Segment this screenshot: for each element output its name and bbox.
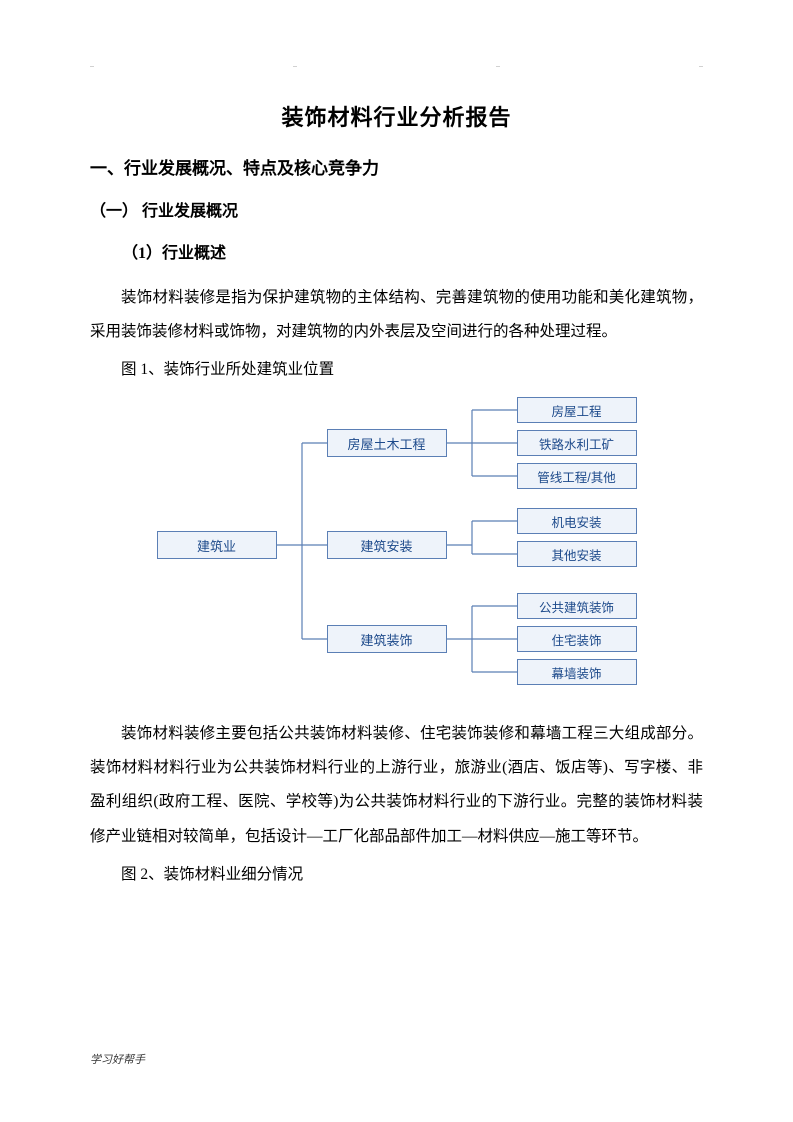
- heading-level-3: （1）行业概述: [90, 239, 703, 263]
- tree-leaf-7: 幕墙装饰: [517, 659, 637, 685]
- paragraph-1: 装饰材料装修是指为保护建筑物的主体结构、完善建筑物的使用功能和美化建筑物，采用装…: [90, 281, 703, 349]
- figure-2-caption: 图 2、装饰材料业细分情况: [90, 858, 703, 892]
- tree-leaf-3: 机电安装: [517, 508, 637, 534]
- page-title: 装饰材料行业分析报告: [90, 100, 703, 132]
- tree-leaf-1: 铁路水利工矿: [517, 430, 637, 456]
- tree-mid-1: 建筑安装: [327, 531, 447, 559]
- org-tree-diagram: 建筑业 房屋土木工程建筑安装建筑装饰 房屋工程铁路水利工矿管线工程/其他机电安装其他…: [137, 393, 657, 703]
- tree-leaf-5: 公共建筑装饰: [517, 593, 637, 619]
- figure-1-caption: 图 1、装饰行业所处建筑业位置: [90, 353, 703, 387]
- tree-root: 建筑业: [157, 531, 277, 559]
- tree-leaf-6: 住宅装饰: [517, 626, 637, 652]
- tree-leaf-0: 房屋工程: [517, 397, 637, 423]
- heading-level-2: （一） 行业发展概况: [90, 197, 703, 221]
- tree-leaf-2: 管线工程/其他: [517, 463, 637, 489]
- tree-mid-0: 房屋土木工程: [327, 429, 447, 457]
- tree-mid-2: 建筑装饰: [327, 625, 447, 653]
- page-footer: 学习好帮手: [90, 1051, 145, 1067]
- paragraph-2: 装饰材料装修主要包括公共装饰材料装修、住宅装饰装修和幕墙工程三大组成部分。装饰材…: [90, 717, 703, 853]
- document-page: ........ 装饰材料行业分析报告 一、行业发展概况、特点及核心竞争力 （一…: [0, 0, 793, 1122]
- header-dots: ........: [90, 60, 703, 69]
- tree-leaf-4: 其他安装: [517, 541, 637, 567]
- heading-level-1: 一、行业发展概况、特点及核心竞争力: [90, 154, 703, 179]
